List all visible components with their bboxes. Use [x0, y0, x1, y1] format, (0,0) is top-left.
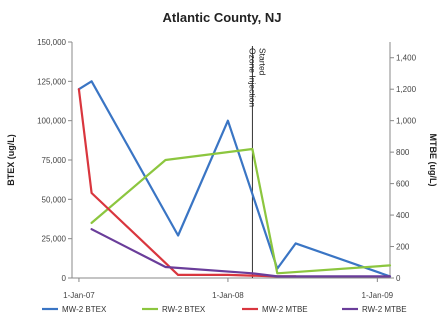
y2-tick-label: 200	[396, 243, 410, 252]
x-tick-label: 1-Jan-09	[362, 291, 394, 300]
legend: MW-2 BTEX RW-2 BTEX MW-2 MTBE RW-2 MTBE	[42, 305, 407, 314]
series-line	[90, 147, 392, 275]
y-tick-label: 50,000	[42, 195, 67, 204]
y2-tick-label: 600	[396, 180, 410, 189]
annotation-text: Started	[257, 48, 267, 76]
y2-tick-label: 400	[396, 211, 410, 220]
y-tick-label: 150,000	[37, 38, 66, 47]
series-line	[77, 80, 392, 278]
annotation-text: Ozone Injection	[247, 48, 257, 107]
y2-tick-label: 1,000	[396, 117, 417, 126]
y2-tick-label: 0	[396, 274, 401, 283]
x-tick-label: 1-Jan-08	[212, 291, 244, 300]
y-tick-label: 25,000	[42, 235, 67, 244]
y2-tick-label: 800	[396, 148, 410, 157]
chart-title: Atlantic County, NJ	[163, 10, 282, 25]
y2-tick-label: 1,200	[396, 85, 417, 94]
y2-axis-label: MTBE (ug/L)	[428, 134, 438, 187]
y-tick-label: 75,000	[42, 156, 67, 165]
x-tick-label: 1-Jan-07	[63, 291, 95, 300]
legend-label: RW-2 BTEX	[162, 305, 206, 314]
y-tick-label: 100,000	[37, 117, 66, 126]
y-axis-label: BTEX (ug/L)	[6, 134, 16, 186]
plot-area: 0 25,000 50,000 75,000 100,000 125,000 150,000…	[37, 38, 416, 300]
series-line	[90, 228, 392, 278]
legend-label: RW-2 MTBE	[362, 305, 407, 314]
legend-label: MW-2 MTBE	[262, 305, 308, 314]
legend-label: MW-2 BTEX	[62, 305, 107, 314]
y-tick-label: 0	[62, 274, 67, 283]
y2-tick-label: 1,400	[396, 54, 417, 63]
y-tick-label: 125,000	[37, 77, 66, 86]
